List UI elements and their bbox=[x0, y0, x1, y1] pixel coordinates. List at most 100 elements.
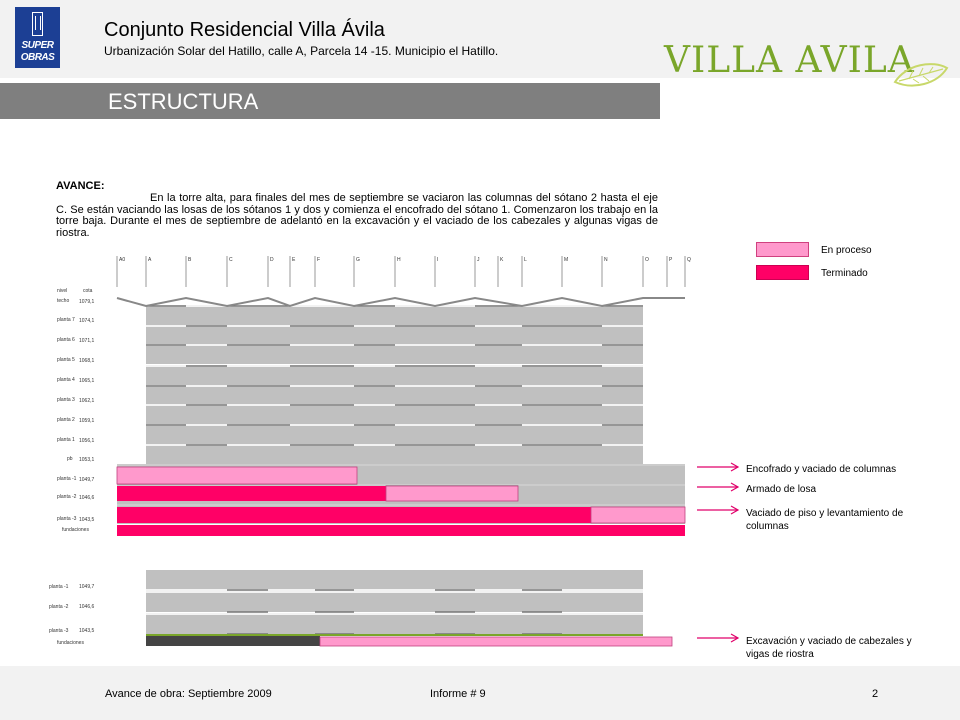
low-level-label: planta -1 bbox=[49, 584, 69, 590]
axis-label-j: J bbox=[477, 257, 480, 263]
axis-label-q: Q bbox=[687, 257, 691, 263]
elevation-label: 1056,1 bbox=[79, 438, 95, 444]
level-label: planta -1 bbox=[57, 476, 77, 482]
low-tower-slab bbox=[146, 570, 643, 590]
low-level-label: planta -2 bbox=[49, 604, 69, 610]
legend-label-in-process: En proceso bbox=[821, 245, 872, 256]
progress-bar-sotano1-in-process bbox=[116, 466, 358, 485]
axis-label-d: D bbox=[270, 257, 274, 263]
axis-label-o: O bbox=[645, 257, 649, 263]
axis-label-b: B bbox=[188, 257, 192, 263]
level-label: planta 2 bbox=[57, 417, 75, 423]
elevation-label: 1079,1 bbox=[79, 299, 95, 305]
tower-icon bbox=[32, 12, 43, 36]
basement-slab bbox=[117, 466, 685, 484]
callout-excavation: Excavación y vaciado de cabezales y viga… bbox=[746, 636, 912, 660]
axis-label-l: L bbox=[524, 257, 527, 263]
axis-label-c: C bbox=[229, 257, 233, 263]
axis-label-e: E bbox=[292, 257, 296, 263]
progress-bar-sotano2-slab-finished bbox=[117, 486, 386, 501]
progress-bar-sotano3-in-process bbox=[590, 506, 686, 524]
arrow-slab-head bbox=[730, 482, 740, 492]
logo-text-line1: SUPER bbox=[21, 40, 54, 51]
axis-label-i: I bbox=[437, 257, 439, 263]
callout-slab: Armado de losa bbox=[746, 484, 817, 495]
axis-label-h: H bbox=[397, 257, 401, 263]
elevation-label: 1074,1 bbox=[79, 318, 95, 324]
axis-label-a: A bbox=[148, 257, 152, 263]
callout-columns: Encofrado y vaciado de columnas bbox=[746, 464, 897, 475]
axis-label-n: N bbox=[604, 257, 608, 263]
tower-floor-slab bbox=[146, 387, 643, 405]
low-elevation-label: 1046,6 bbox=[79, 604, 95, 610]
tower-floor-slab bbox=[146, 307, 643, 325]
low-tower-slab bbox=[146, 592, 643, 612]
progress-bar-foundations-finished bbox=[117, 525, 685, 536]
legend-swatch-in-process bbox=[756, 242, 809, 257]
level-label: planta 6 bbox=[57, 337, 75, 343]
roof-zigzag-line bbox=[116, 296, 685, 308]
tower-floor-slab bbox=[146, 367, 643, 385]
level-label: planta 5 bbox=[57, 357, 75, 363]
section-title: ESTRUCTURA bbox=[108, 89, 259, 114]
logo-text-line2: OBRAS bbox=[20, 52, 55, 63]
arrow-excavation-head bbox=[730, 633, 740, 643]
villa-avila-logo: VILLA AVILA bbox=[664, 40, 915, 81]
foundations-label-low: fundaciones bbox=[57, 640, 84, 646]
foundations-dark-block bbox=[146, 636, 320, 646]
page-subtitle: Urbanización Solar del Hatillo, calle A,… bbox=[104, 44, 499, 58]
avance-label: AVANCE: bbox=[56, 180, 105, 192]
tower-floor-slab bbox=[146, 406, 643, 424]
elevation-label: 1046,6 bbox=[79, 495, 95, 501]
tower-floor-slab bbox=[146, 426, 643, 444]
tower-floor-slab bbox=[146, 446, 643, 464]
level-label: planta 7 bbox=[57, 317, 75, 323]
footer-page-number: 2 bbox=[872, 688, 879, 700]
header-band bbox=[0, 0, 960, 78]
elevation-label: 1071,1 bbox=[79, 338, 95, 344]
low-elevation-label: 1043,5 bbox=[79, 628, 95, 634]
level-label: planta 3 bbox=[57, 397, 75, 403]
footer-report-date: Avance de obra: Septiembre 2009 bbox=[105, 688, 272, 700]
legend-label-finished: Terminado bbox=[821, 268, 868, 279]
basement-slab bbox=[117, 486, 685, 504]
foundations-label-high: fundaciones bbox=[62, 527, 89, 533]
elevation-label: 1053,1 bbox=[79, 457, 95, 463]
elevation-label: 1059,1 bbox=[79, 418, 95, 424]
footer-band bbox=[0, 666, 960, 720]
arrow-floor-head bbox=[730, 505, 740, 515]
section-band bbox=[0, 83, 660, 119]
progress-bar-excavation-in-process bbox=[319, 636, 673, 647]
progress-bar-sotano2-slab-in-process bbox=[385, 485, 519, 502]
axis-label-a0: A0 bbox=[119, 257, 126, 263]
elevation-label: 1049,7 bbox=[79, 477, 95, 483]
footer-report-number: Informe # 9 bbox=[430, 688, 486, 700]
basement-slab bbox=[117, 506, 685, 524]
axis-label-m: M bbox=[564, 257, 569, 263]
axis-label-k: K bbox=[500, 257, 504, 263]
elevation-header: cota bbox=[83, 288, 93, 294]
low-elevation-label: 1049,7 bbox=[79, 584, 95, 590]
tower-floor-slab bbox=[146, 346, 643, 364]
arrow-columns-head bbox=[730, 462, 740, 472]
level-label: planta -2 bbox=[57, 494, 77, 500]
elevation-label: 1065,1 bbox=[79, 378, 95, 384]
level-label: planta 1 bbox=[57, 437, 75, 443]
avance-text: En la torre alta, para finales del mes d… bbox=[56, 192, 658, 239]
level-label: techo bbox=[57, 298, 70, 304]
progress-bar-sotano3-finished bbox=[117, 507, 591, 523]
level-label: planta -3 bbox=[57, 516, 77, 522]
axis-label-p: P bbox=[669, 257, 673, 263]
elevation-label: 1068,1 bbox=[79, 358, 95, 364]
elevation-label: 1062,1 bbox=[79, 398, 95, 404]
page-title: Conjunto Residencial Villa Ávila bbox=[104, 19, 385, 41]
tower-floor-slab bbox=[146, 327, 643, 345]
axis-label-f: F bbox=[317, 257, 321, 263]
callout-floor: Vaciado de piso y levantamiento de colum… bbox=[746, 508, 904, 532]
level-label: planta 4 bbox=[57, 377, 75, 383]
legend-swatch-finished bbox=[756, 265, 809, 280]
low-tower-slab bbox=[146, 614, 643, 634]
elevation-label: 1043,5 bbox=[79, 517, 95, 523]
super-obras-logo: SUPER OBRAS bbox=[15, 7, 60, 68]
level-label: pb bbox=[67, 456, 73, 462]
